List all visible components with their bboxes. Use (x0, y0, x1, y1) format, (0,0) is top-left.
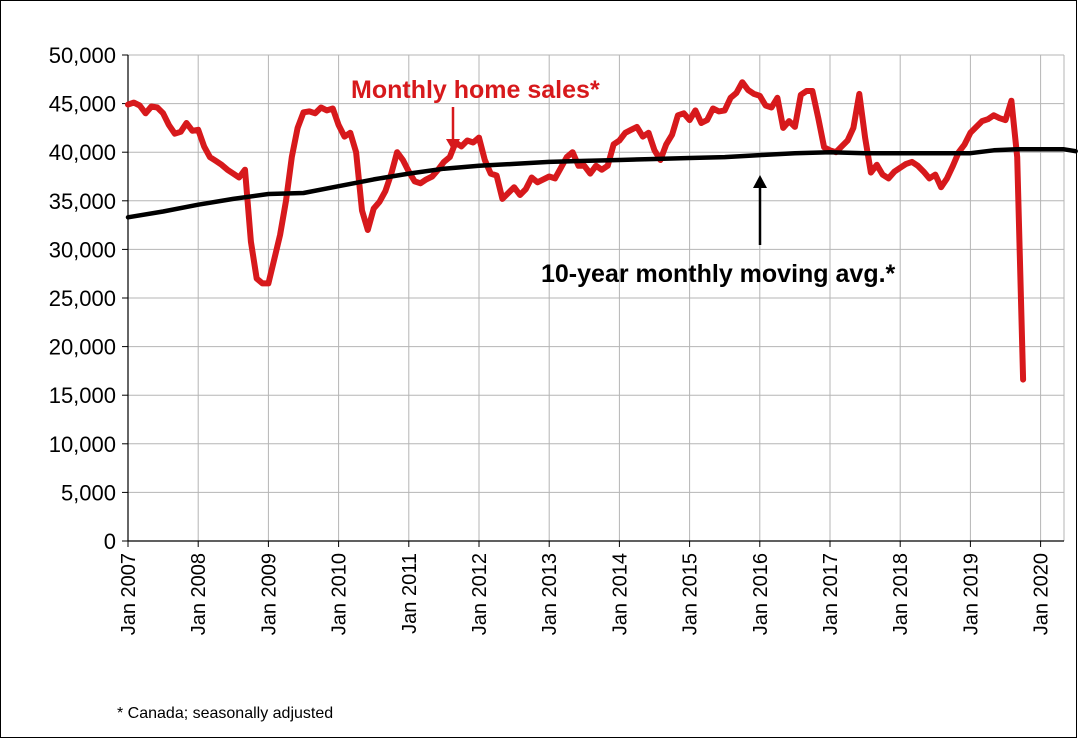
y-tick-label: 25,000 (49, 286, 116, 311)
x-tick-label: Jan 2011 (399, 553, 421, 634)
y-tick-label: 20,000 (49, 335, 116, 360)
moving-average-line (125, 147, 1078, 220)
y-tick-label: 45,000 (49, 92, 116, 117)
x-axis-ticks: Jan 2007 Jan 2008 Jan 2009 Jan 2010 Jan 2011… (118, 553, 1053, 635)
x-tick-label: Jan 2012 (469, 553, 491, 635)
y-axis-ticks: 0 5,000 10,000 15,000 20,000 25,000 30,000 35,0… (49, 43, 116, 554)
sales-label-arrow-head (446, 139, 460, 151)
y-tick-label: 30,000 (49, 237, 116, 262)
y-tick-label: 10,000 (49, 432, 116, 457)
x-tick-label: Jan 2018 (890, 553, 912, 635)
y-tick-label: 40,000 (49, 140, 116, 165)
annotations: Monthly home sales* 10-year monthly movi… (351, 76, 896, 288)
x-tick-label: Jan 2009 (258, 553, 280, 635)
x-tick-label: Jan 2014 (609, 553, 631, 635)
x-tick-label: Jan 2019 (960, 553, 982, 635)
x-tick-label: Jan 2020 (1031, 553, 1053, 635)
sales-series-label: Monthly home sales* (351, 76, 600, 104)
moving-avg-arrow-head (753, 175, 767, 188)
x-tick-label: Jan 2015 (680, 553, 702, 635)
y-tick-label: 5,000 (61, 480, 116, 505)
grid-lines (128, 54, 1065, 541)
x-tick-label: Jan 2008 (188, 553, 210, 635)
monthly-sales-line (125, 79, 1027, 383)
y-tick-label: 15,000 (49, 383, 116, 408)
x-tick-label: Jan 2013 (539, 553, 561, 635)
y-tick-label: 0 (104, 529, 116, 554)
x-tick-label: Jan 2010 (329, 553, 351, 635)
y-tick-label: 35,000 (49, 189, 116, 214)
x-tick-label: Jan 2007 (118, 553, 140, 635)
x-tick-label: Jan 2016 (750, 553, 772, 635)
series-lines (125, 79, 1078, 383)
footnote: * Canada; seasonally adjusted (117, 705, 334, 722)
y-tick-label: 50,000 (49, 43, 116, 68)
axes (122, 54, 1064, 547)
x-tick-label: Jan 2017 (820, 553, 842, 635)
moving-avg-series-label: 10-year monthly moving avg.* (541, 260, 896, 288)
